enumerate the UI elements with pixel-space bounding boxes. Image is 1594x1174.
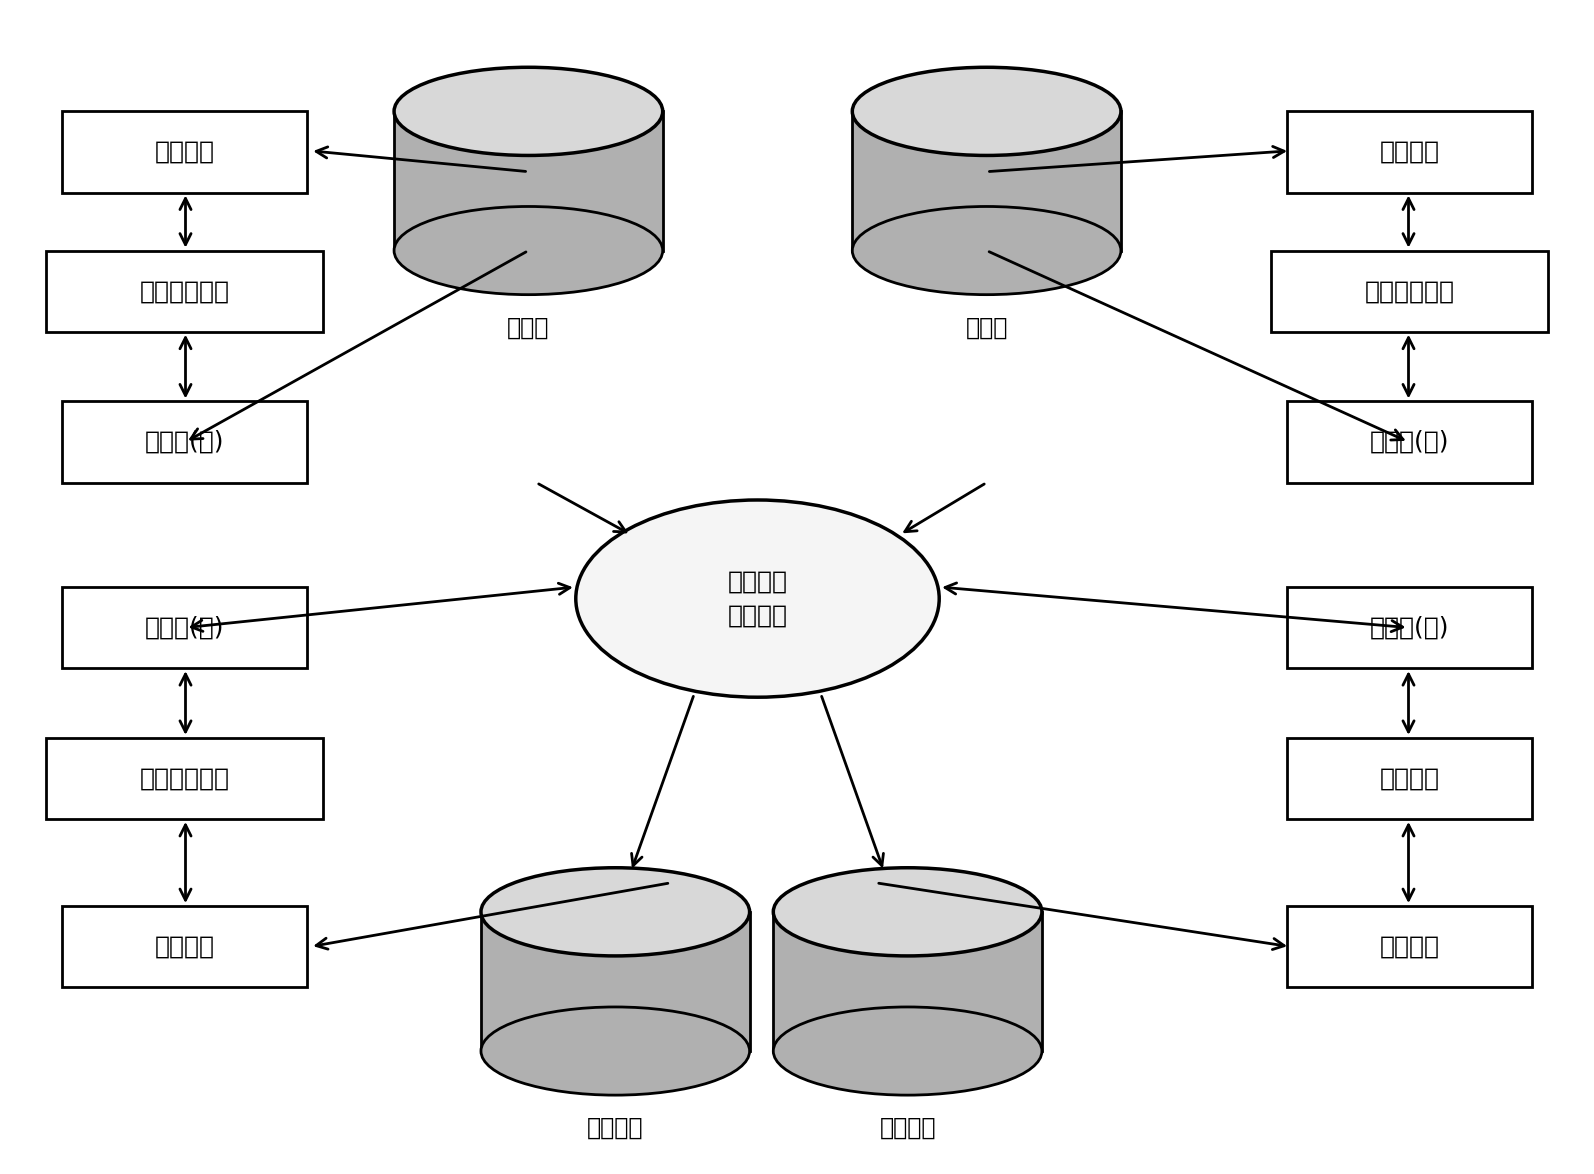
Polygon shape <box>773 912 1042 1051</box>
FancyBboxPatch shape <box>62 906 308 987</box>
Ellipse shape <box>481 1007 749 1095</box>
FancyBboxPatch shape <box>62 587 308 668</box>
Polygon shape <box>853 112 1121 250</box>
Text: 知识库一: 知识库一 <box>587 1116 644 1140</box>
FancyBboxPatch shape <box>1286 402 1532 483</box>
Ellipse shape <box>773 868 1042 956</box>
FancyBboxPatch shape <box>46 250 324 332</box>
Text: 共享领域
事实知识: 共享领域 事实知识 <box>727 569 787 627</box>
Text: 数据库: 数据库 <box>966 316 1007 339</box>
Text: 推理引擎: 推理引擎 <box>1379 935 1439 959</box>
Text: 汽车设计: 汽车设计 <box>1379 767 1439 790</box>
Text: 翻译器(四): 翻译器(四) <box>1369 430 1449 454</box>
Ellipse shape <box>773 1007 1042 1095</box>
FancyBboxPatch shape <box>62 402 308 483</box>
Text: 维修厂家信息: 维修厂家信息 <box>1364 279 1454 303</box>
Ellipse shape <box>575 500 939 697</box>
FancyBboxPatch shape <box>46 737 324 819</box>
Ellipse shape <box>481 868 749 956</box>
Text: 知识库二: 知识库二 <box>880 1116 936 1140</box>
FancyBboxPatch shape <box>1286 906 1532 987</box>
Text: 翻译器(二): 翻译器(二) <box>1369 615 1449 640</box>
FancyBboxPatch shape <box>62 112 308 193</box>
FancyBboxPatch shape <box>1286 112 1532 193</box>
Ellipse shape <box>853 207 1121 295</box>
FancyBboxPatch shape <box>1270 250 1548 332</box>
Ellipse shape <box>853 67 1121 155</box>
Text: 推理引擎: 推理引擎 <box>155 935 215 959</box>
Ellipse shape <box>394 207 663 295</box>
Text: 汽车用户信息: 汽车用户信息 <box>140 279 230 303</box>
Polygon shape <box>394 112 663 250</box>
Text: 汽车故障诊断: 汽车故障诊断 <box>140 767 230 790</box>
Text: 查询引擎: 查询引擎 <box>155 140 215 164</box>
Ellipse shape <box>394 67 663 155</box>
FancyBboxPatch shape <box>1286 737 1532 819</box>
Text: 数据库: 数据库 <box>507 316 550 339</box>
FancyBboxPatch shape <box>1286 587 1532 668</box>
Text: 翻译器(三): 翻译器(三) <box>145 430 225 454</box>
Text: 查询引擎: 查询引擎 <box>1379 140 1439 164</box>
Polygon shape <box>481 912 749 1051</box>
Text: 翻译器(一): 翻译器(一) <box>145 615 225 640</box>
